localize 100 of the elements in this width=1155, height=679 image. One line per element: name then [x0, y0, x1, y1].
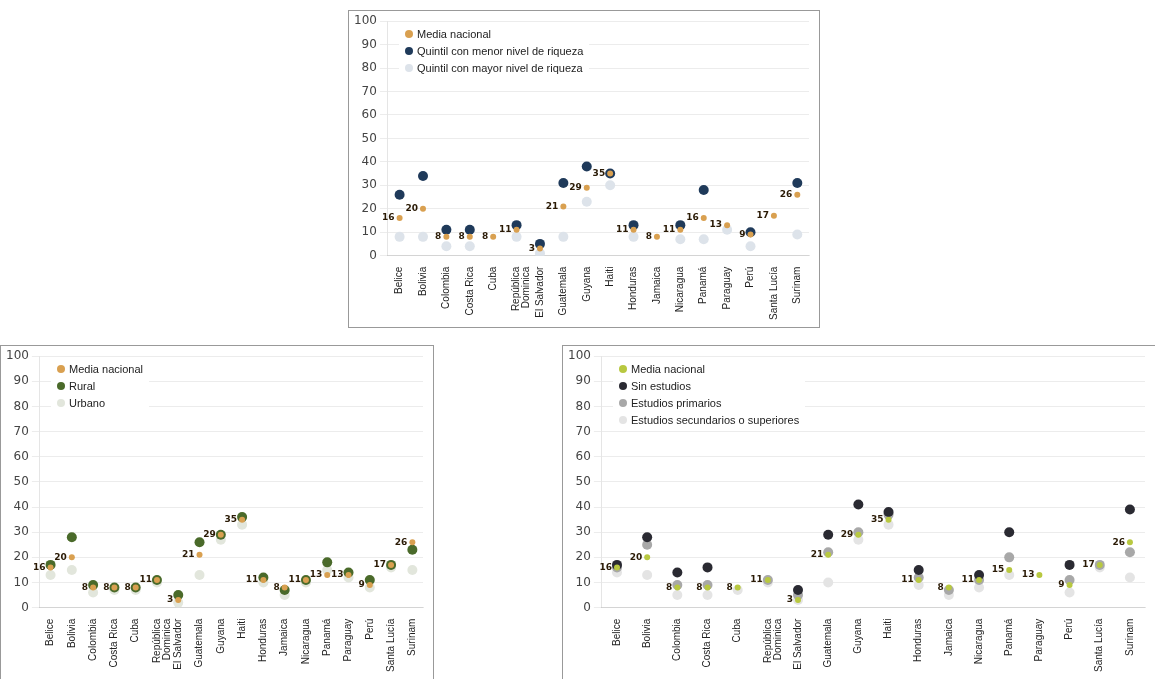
y-tick-label: 70 — [575, 423, 591, 438]
data-label: 13 — [1021, 569, 1035, 580]
point — [885, 516, 892, 523]
x-tick-label: Guyana — [214, 618, 226, 654]
data-label: 8 — [937, 581, 944, 592]
point — [394, 189, 405, 200]
data-label: 20 — [405, 203, 418, 214]
data-label: 3 — [786, 594, 794, 605]
data-label: 3 — [166, 594, 174, 605]
x-tick-label: Costa Rica — [108, 618, 120, 668]
y-tick-label: 20 — [361, 200, 377, 215]
x-tick-label: Panamá — [320, 618, 332, 656]
point — [281, 584, 288, 591]
x-tick-label: Santa Lucía — [1093, 618, 1105, 672]
point — [793, 585, 804, 596]
y-tick-label: 50 — [13, 474, 29, 489]
data-label: 20 — [629, 551, 643, 562]
point — [407, 544, 418, 555]
point — [260, 576, 267, 583]
x-tick-label: Honduras — [912, 618, 924, 662]
x-tick-label: Guatemala — [193, 618, 205, 668]
x-tick-label: Colombia — [671, 618, 683, 661]
point — [1126, 539, 1133, 546]
point — [239, 516, 246, 523]
legend-label: Rural — [69, 379, 96, 392]
y-tick-label: 30 — [575, 524, 591, 539]
point — [945, 584, 952, 591]
point — [45, 569, 56, 580]
data-label: 8 — [435, 231, 442, 242]
y-tick-label: 40 — [575, 499, 591, 514]
point — [1066, 582, 1073, 588]
x-tick-label: Colombia — [86, 618, 98, 661]
point — [1064, 587, 1075, 598]
point — [366, 582, 373, 588]
point — [702, 590, 713, 601]
point — [47, 564, 54, 571]
data-label: 11 — [616, 224, 629, 235]
point — [581, 161, 592, 172]
data-label: 21 — [810, 549, 824, 560]
data-label: 9 — [358, 579, 365, 590]
data-label: 13 — [709, 219, 723, 230]
legend-label: Quintil con menor nivel de riqueza — [417, 44, 584, 57]
x-tick-label: Nicaragua — [674, 266, 686, 313]
x-tick-label: El Salvador — [171, 617, 183, 670]
y-tick-label: 10 — [575, 574, 591, 589]
x-tick-label: Belice — [44, 618, 56, 646]
data-label: 35 — [224, 513, 238, 524]
data-label: 3 — [528, 242, 535, 253]
point — [394, 231, 405, 242]
point — [324, 571, 331, 578]
point — [675, 234, 686, 245]
point — [825, 551, 832, 558]
data-label: 29 — [569, 181, 582, 192]
y-tick-label: 80 — [361, 60, 377, 75]
x-tick-label: Bolivia — [416, 266, 428, 297]
point — [441, 241, 452, 252]
data-label: 17 — [1082, 559, 1095, 570]
data-label: 11 — [288, 574, 301, 585]
x-tick-label: Jamaica — [942, 618, 954, 656]
data-label: 8 — [124, 581, 131, 592]
point — [628, 231, 639, 242]
y-tick-label: 20 — [575, 549, 591, 564]
point — [418, 231, 428, 242]
x-tick-label: Cuba — [129, 618, 141, 643]
point — [1124, 504, 1135, 515]
y-tick-label: 10 — [361, 224, 377, 239]
x-tick-label: Bolivia — [65, 618, 77, 649]
point — [409, 539, 416, 546]
point — [583, 184, 590, 191]
y-tick-label: 60 — [361, 107, 377, 122]
legend-label: Estudios secundarios o superiores — [631, 413, 800, 426]
data-label: 11 — [499, 224, 512, 235]
point — [194, 569, 205, 580]
point — [698, 184, 709, 195]
point — [704, 584, 711, 591]
x-tick-label: Surinam — [1123, 618, 1135, 656]
point — [66, 564, 77, 575]
point — [823, 529, 834, 540]
legend-label: Media nacional — [631, 362, 705, 375]
data-label: 11 — [662, 224, 676, 235]
y-tick-label: 50 — [361, 130, 377, 145]
point — [441, 224, 452, 235]
point — [745, 241, 756, 252]
data-label: 9 — [739, 228, 746, 239]
y-tick-label: 90 — [361, 36, 377, 51]
data-label: 8 — [103, 581, 110, 592]
point — [770, 212, 777, 219]
x-tick-label: Guatemala — [821, 618, 833, 668]
x-tick-label: Honduras — [627, 266, 639, 310]
y-tick-label: 40 — [13, 499, 29, 514]
data-label: 8 — [458, 231, 465, 242]
point — [1004, 552, 1015, 563]
point — [672, 590, 683, 601]
x-tick-label: Nicaragua — [299, 618, 311, 665]
x-tick-label: Cuba — [486, 266, 498, 291]
data-label: 21 — [545, 200, 559, 211]
point — [1124, 572, 1135, 583]
legend-label: Quintil con mayor nivel de riqueza — [417, 61, 583, 74]
legend-label: Media nacional — [69, 362, 143, 375]
x-tick-label: Costa Rica — [463, 266, 475, 316]
